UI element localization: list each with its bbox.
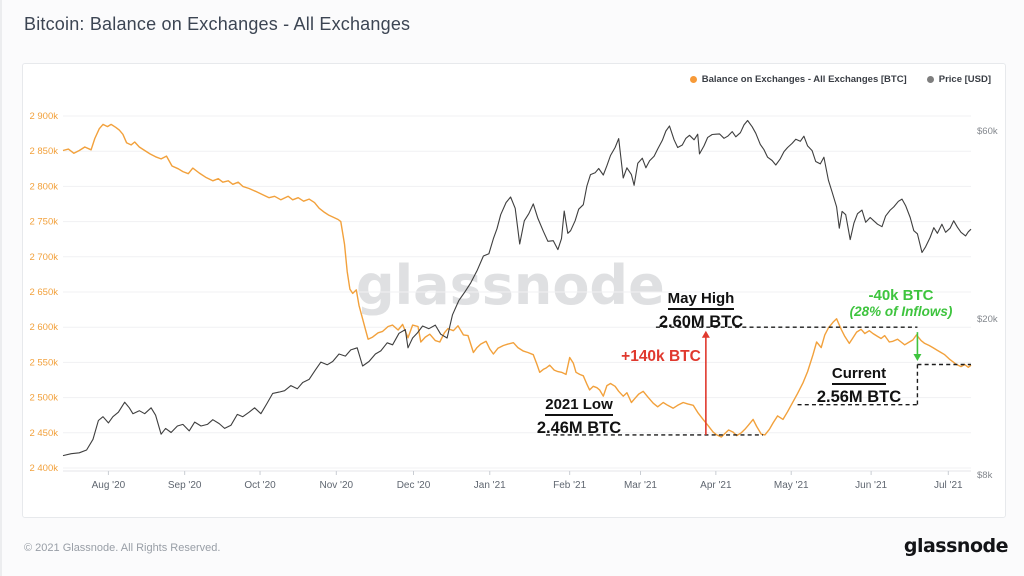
price-series-dot-icon [926, 76, 934, 83]
annotation-current-value: 2.56M BTC [816, 388, 902, 406]
glassnode-watermark: glassnode [356, 254, 665, 317]
svg-text:$20k: $20k [977, 314, 998, 325]
svg-text:Dec '20: Dec '20 [397, 480, 431, 491]
svg-text:2 700k: 2 700k [29, 252, 58, 263]
svg-text:2 450k: 2 450k [29, 428, 58, 439]
legend-label-price: Price [USD] [938, 74, 991, 85]
svg-text:$60k: $60k [977, 126, 998, 137]
gridlines [63, 115, 971, 472]
annotation-may-high-title: May High [667, 291, 735, 310]
svg-text:2 650k: 2 650k [29, 287, 58, 298]
svg-text:2 400k: 2 400k [29, 463, 58, 474]
annotation-current-title: Current [831, 366, 887, 385]
x-axis: Aug '20 Sep '20 Oct '20 Nov '20 Dec '20 Jan '… [92, 471, 963, 491]
annotation-may-high-value: 2.60M BTC [658, 313, 744, 331]
svg-text:2 900k: 2 900k [29, 111, 58, 122]
svg-text:Mar '21: Mar '21 [624, 480, 657, 491]
svg-text:2 550k: 2 550k [29, 357, 58, 368]
svg-text:Jan '21: Jan '21 [474, 480, 506, 491]
svg-text:Sep '20: Sep '20 [168, 480, 202, 491]
svg-text:$8k: $8k [977, 470, 993, 481]
y-axis-right: $60k $20k $8k [977, 126, 998, 481]
glassnode-logo: glassnode [903, 535, 1009, 557]
svg-text:Feb '21: Feb '21 [553, 480, 586, 491]
svg-text:2 850k: 2 850k [29, 146, 58, 157]
annotation-current: Current 2.56M BTC [779, 365, 939, 407]
legend-item-balance[interactable]: Balance on Exchanges - All Exchanges [BT… [689, 74, 907, 85]
annotation-may-high: May High 2.60M BTC [621, 290, 781, 332]
y-axis-left: 2 900k 2 850k 2 800k 2 750k 2 700k 2 650k 2 60… [29, 111, 58, 474]
svg-text:Apr '21: Apr '21 [700, 480, 732, 491]
svg-text:2 600k: 2 600k [29, 322, 58, 333]
annotation-2021-low-title: 2021 Low [545, 397, 613, 416]
annotation-delta-down-sublabel: (28% of Inflows) [849, 304, 953, 319]
balance-line [62, 123, 972, 438]
balance-series-dot-icon [689, 76, 697, 83]
chart-legend: Balance on Exchanges - All Exchanges [BT… [689, 74, 991, 85]
annotation-delta-up: +140k BTC [621, 348, 701, 365]
svg-text:Oct '20: Oct '20 [244, 480, 276, 491]
legend-label-balance: Balance on Exchanges - All Exchanges [BT… [701, 74, 907, 85]
svg-text:Aug '20: Aug '20 [92, 480, 126, 491]
svg-text:Jul '21: Jul '21 [934, 480, 963, 491]
chart-canvas[interactable]: Aug '20 Sep '20 Oct '20 Nov '20 Dec '20 Jan '… [23, 64, 1007, 519]
annotation-delta-down-label: -40k BTC [868, 287, 934, 304]
legend-item-price[interactable]: Price [USD] [926, 74, 991, 85]
chart-card: glassnode Aug '20 Sep '20 Oct '20 Nov '20 De… [22, 63, 1006, 518]
annotation-2021-low-value: 2.46M BTC [536, 419, 622, 437]
annotation-lines [546, 326, 971, 436]
footer-copyright: © 2021 Glassnode. All Rights Reserved. [24, 542, 221, 554]
svg-text:2 500k: 2 500k [29, 393, 58, 404]
svg-text:2 750k: 2 750k [29, 217, 58, 228]
svg-text:Nov '20: Nov '20 [320, 480, 354, 491]
svg-text:Jun '21: Jun '21 [855, 480, 887, 491]
page-title: Bitcoin: Balance on Exchanges - All Exch… [24, 14, 411, 34]
annotation-delta-down: -40k BTC (28% of Inflows) [811, 288, 991, 320]
svg-text:May '21: May '21 [774, 480, 809, 491]
price-line [62, 119, 972, 457]
svg-text:2 800k: 2 800k [29, 181, 58, 192]
annotation-2021-low: 2021 Low 2.46M BTC [499, 396, 659, 438]
